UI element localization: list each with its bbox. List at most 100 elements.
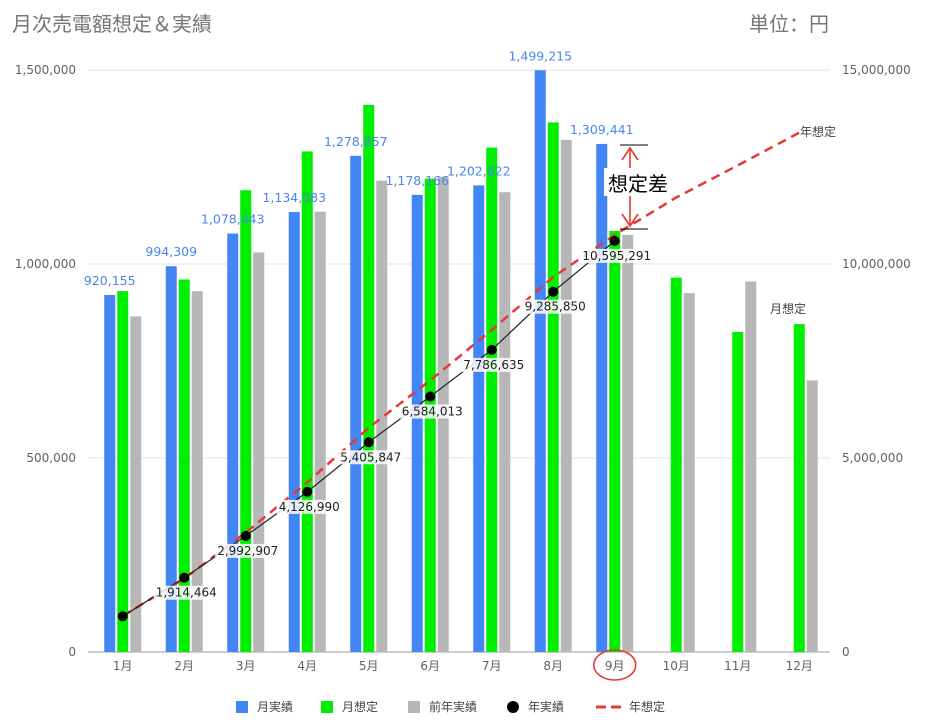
annual-actual-data-label: 6,584,013	[402, 405, 463, 419]
legend-label: 前年実績	[429, 699, 477, 714]
bar-前年実績	[622, 234, 634, 652]
x-axis-tick-label: 4月	[297, 659, 317, 673]
legend-swatch	[321, 701, 333, 713]
bar-月想定	[301, 151, 313, 653]
bar-前年実績	[191, 291, 203, 652]
gap-arrow-down	[621, 213, 639, 228]
monthly-actual-data-label: 920,155	[84, 273, 136, 288]
bar-前年実績	[130, 316, 142, 652]
annual-actual-label-bg	[338, 450, 404, 465]
unit-label: 単位：円	[749, 12, 829, 36]
right-axis-tick-label: 5,000,000	[842, 451, 903, 465]
bar-月想定	[670, 277, 682, 652]
annual-actual-data-label: 7,786,635	[463, 358, 524, 372]
bar-月実績	[104, 294, 116, 652]
bar-月想定	[240, 190, 252, 652]
x-axis-tick-label: 5月	[359, 659, 379, 673]
annual-actual-point	[179, 572, 190, 583]
annual-actual-point	[363, 437, 374, 448]
bar-月実績	[534, 70, 546, 653]
monthly-actual-data-label: 1,499,215	[508, 48, 572, 63]
right-axis-tick-label: 10,000,000	[842, 257, 911, 271]
annual-actual-data-label: 10,595,291	[582, 249, 651, 263]
chart-title: 月次売電額想定＆実績	[12, 12, 212, 36]
legend-label: 月想定	[342, 699, 378, 714]
annual-actual-data-label: 5,405,847	[340, 450, 401, 464]
x-axis-tick-label: 8月	[543, 659, 563, 673]
x-axis-tick-label: 2月	[174, 659, 194, 673]
bar-前年実績	[683, 293, 695, 652]
monthly-actual-data-label: 1,202,622	[447, 163, 511, 178]
annual-forecast-label: 年想定	[800, 124, 836, 139]
bar-前年実績	[314, 211, 326, 652]
legend-label: 年実績	[528, 699, 564, 714]
bar-月想定	[486, 147, 498, 652]
annual-forecast-line	[122, 131, 800, 617]
right-axis-tick-label: 15,000,000	[842, 63, 911, 77]
bar-月想定	[117, 291, 129, 652]
annual-actual-point	[240, 530, 251, 541]
annual-actual-label-bg	[215, 543, 281, 558]
bar-月想定	[609, 231, 621, 652]
monthly-actual-data-label: 994,309	[145, 244, 197, 259]
bar-月想定	[547, 122, 559, 652]
annual-actual-label-bg	[461, 357, 527, 372]
bar-月想定	[732, 331, 744, 652]
annual-actual-point	[117, 611, 128, 622]
bar-月実績	[227, 233, 239, 652]
x-axis-tick-label: 6月	[420, 659, 440, 673]
left-axis-tick-label: 1,500,000	[15, 63, 76, 77]
bar-月実績	[288, 211, 300, 652]
bar-前年実績	[499, 192, 511, 652]
x-axis-tick-label: 1月	[113, 659, 133, 673]
legend-label: 年想定	[629, 699, 665, 714]
gap-label: 想定差	[608, 172, 668, 196]
annual-actual-label-bg	[580, 248, 653, 263]
bar-月実績	[473, 185, 485, 652]
x-axis-tick-label: 7月	[482, 659, 502, 673]
annual-actual-label-bg	[276, 499, 342, 514]
bar-月実績	[596, 143, 608, 652]
bar-前年実績	[560, 139, 572, 653]
bar-月実績	[411, 194, 423, 653]
x-axis-tick-label: 12月	[786, 659, 813, 673]
annual-actual-point	[609, 235, 620, 246]
annual-actual-data-label: 2,992,907	[217, 544, 278, 558]
left-axis-tick-label: 0	[68, 645, 76, 659]
bar-月想定	[363, 104, 375, 653]
bar-前年実績	[376, 180, 388, 652]
bar-月想定	[178, 279, 190, 652]
legend-swatch	[507, 701, 519, 713]
bar-月実績	[165, 266, 177, 652]
annual-actual-point	[302, 486, 313, 497]
legend-swatch	[236, 701, 248, 713]
x-axis-tick-label: 9月	[605, 659, 625, 673]
monthly-actual-data-label: 1,278,857	[324, 134, 388, 149]
bar-月実績	[350, 155, 362, 653]
gap-arrow-up	[621, 146, 639, 161]
x-axis-tick-label: 11月	[724, 659, 751, 673]
annual-actual-label-bg	[399, 404, 465, 419]
x-axis-tick-label: 3月	[236, 659, 256, 673]
gap-label-bg	[604, 168, 676, 196]
annual-actual-data-label: 9,285,850	[525, 300, 586, 314]
annual-actual-label-bg	[522, 299, 588, 314]
left-axis-tick-label: 1,000,000	[15, 257, 76, 271]
right-axis-tick-label: 0	[842, 645, 850, 659]
legend-swatch	[408, 701, 420, 713]
annual-actual-point	[548, 286, 559, 297]
bar-前年実績	[806, 380, 818, 652]
x-axis-tick-label: 10月	[663, 659, 690, 673]
annual-actual-data-label: 1,914,464	[156, 586, 217, 600]
annual-actual-label-bg	[153, 585, 219, 600]
annual-actual-point	[425, 391, 436, 402]
bar-月想定	[793, 324, 805, 652]
bar-前年実績	[253, 252, 265, 653]
annual-actual-point	[486, 344, 497, 355]
monthly-actual-data-label: 1,078,443	[201, 212, 265, 227]
annual-actual-data-label: 4,126,990	[279, 500, 340, 514]
monthly-actual-data-label: 1,178,166	[385, 173, 449, 188]
highlight-circle	[592, 649, 637, 681]
legend-label: 月実績	[257, 699, 293, 714]
